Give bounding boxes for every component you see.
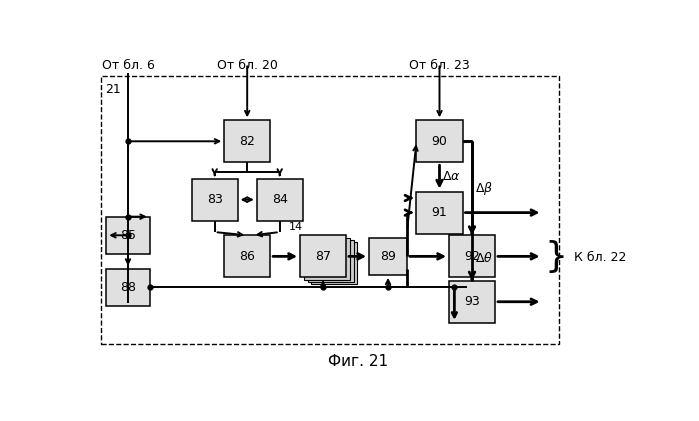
Bar [449,281,495,323]
Bar [101,77,559,344]
Bar [369,238,407,275]
Bar [224,235,271,277]
Text: К бл. 22: К бл. 22 [574,250,626,264]
Text: 90: 90 [431,135,447,148]
Bar [300,235,346,277]
Text: 86: 86 [239,250,255,263]
Bar [257,179,303,221]
Bar [417,192,463,234]
Text: 87: 87 [315,250,331,263]
Text: 84: 84 [272,193,287,206]
Bar [106,269,150,306]
Bar [311,242,357,284]
Text: Фиг. 21: Фиг. 21 [328,354,389,369]
Text: 14: 14 [289,222,303,232]
Text: $\Delta\beta$: $\Delta\beta$ [475,180,493,197]
Bar [449,235,495,277]
Text: 83: 83 [207,193,222,206]
Text: 92: 92 [464,250,480,263]
Bar [224,120,271,163]
Text: От бл. 23: От бл. 23 [409,59,470,72]
Text: От бл. 20: От бл. 20 [217,59,278,72]
Text: 89: 89 [380,250,396,263]
Text: 85: 85 [120,229,136,242]
Bar [106,217,150,254]
Text: $\Delta\theta$: $\Delta\theta$ [475,251,493,265]
Text: 91: 91 [431,206,447,219]
Text: 93: 93 [464,295,480,308]
Text: 82: 82 [239,135,255,148]
Text: 88: 88 [120,281,136,294]
Text: 21: 21 [106,83,121,96]
Text: }: } [544,240,567,274]
Bar [192,179,238,221]
Bar [304,237,350,280]
Text: От бл. 6: От бл. 6 [101,59,154,72]
Text: $\Delta\alpha$: $\Delta\alpha$ [442,171,461,184]
Bar [417,120,463,163]
Bar [308,240,354,282]
